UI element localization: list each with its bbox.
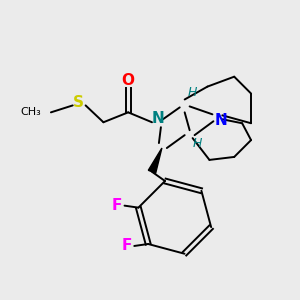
Text: N: N (215, 113, 228, 128)
Text: N: N (152, 111, 164, 126)
Text: CH₃: CH₃ (20, 107, 41, 117)
Text: O: O (122, 73, 135, 88)
Text: F: F (121, 238, 131, 253)
Text: F: F (111, 198, 122, 213)
Text: H: H (193, 136, 202, 150)
Polygon shape (148, 148, 162, 173)
Text: H: H (188, 86, 197, 99)
Text: S: S (73, 95, 84, 110)
